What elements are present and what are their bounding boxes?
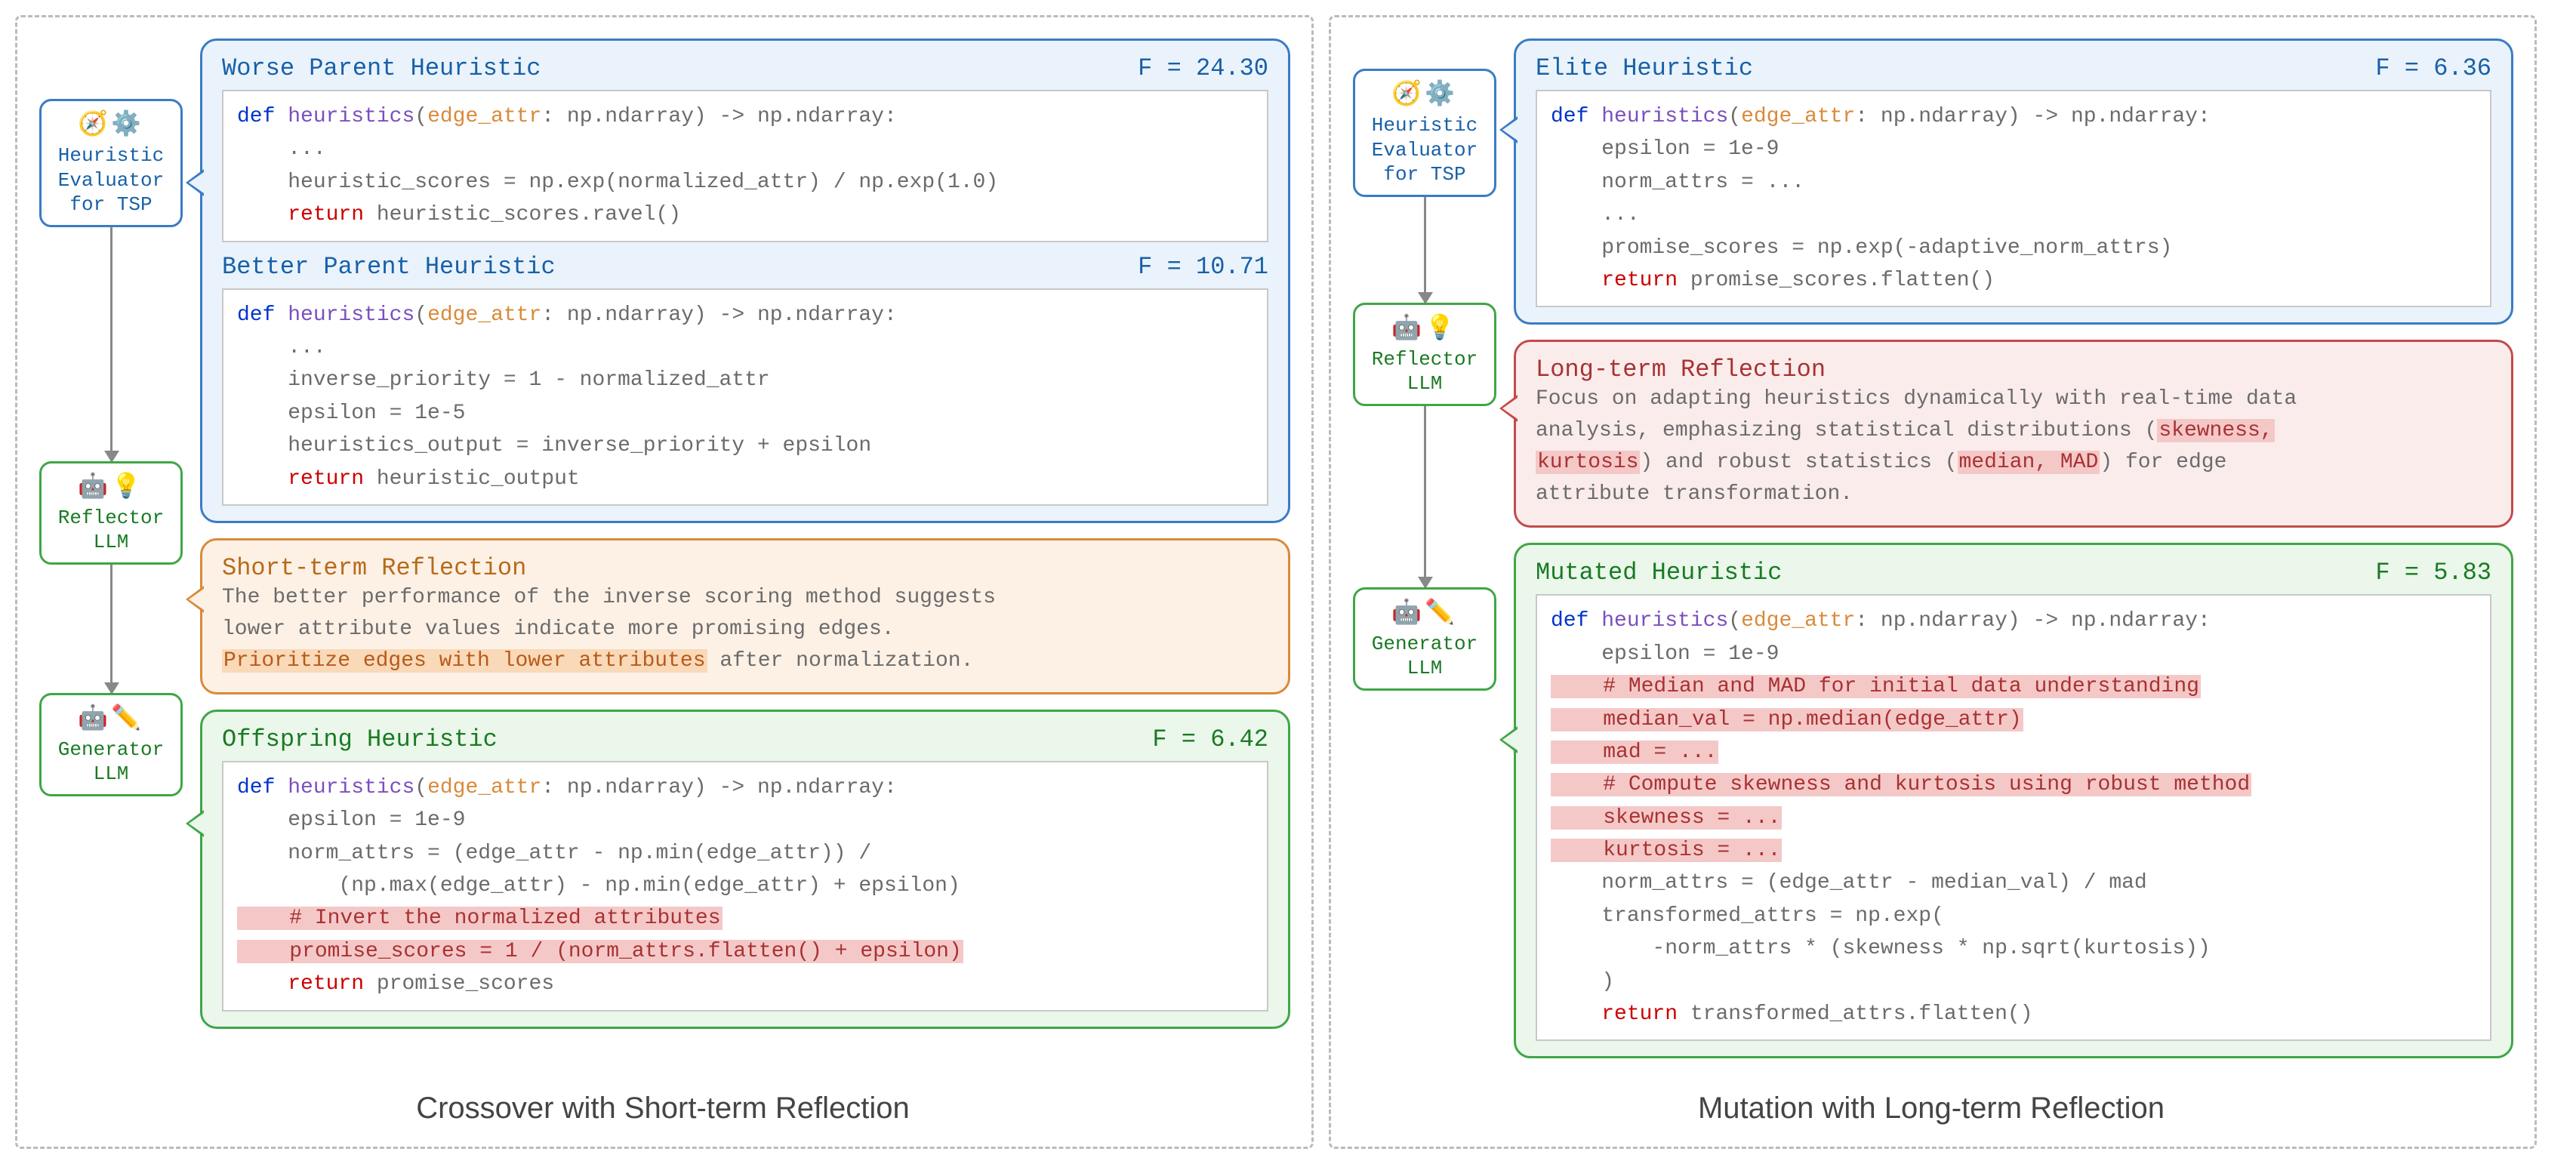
worse-parent-title: Worse Parent Heuristic bbox=[222, 54, 541, 82]
evaluator-node: 🧭⚙️ Heuristic Evaluator for TSP bbox=[39, 99, 183, 227]
short-reflection-text: The better performance of the inverse sc… bbox=[222, 582, 1268, 677]
mutated-title: Mutated Heuristic bbox=[1536, 559, 1782, 587]
long-reflection-title: Long-term Reflection bbox=[1536, 356, 2491, 383]
offspring-title: Offspring Heuristic bbox=[222, 725, 498, 753]
long-term-reflection-card: Long-term Reflection Focus on adapting h… bbox=[1514, 340, 2513, 528]
elite-card: Elite Heuristic F = 6.36 def heuristics(… bbox=[1514, 38, 2513, 325]
arrow-down-icon bbox=[110, 227, 112, 461]
offspring-card: Offspring Heuristic F = 6.42 def heurist… bbox=[200, 710, 1290, 1029]
robot-bulb-icon: 🤖💡 bbox=[49, 473, 173, 503]
mutated-code: def heuristics(edge_attr: np.ndarray) ->… bbox=[1536, 594, 2491, 1041]
speech-tail-icon bbox=[1499, 395, 1518, 422]
node-label: LLM bbox=[1407, 372, 1443, 395]
elite-code: def heuristics(edge_attr: np.ndarray) ->… bbox=[1536, 90, 2491, 307]
robot-bulb-icon: 🤖💡 bbox=[1363, 314, 1487, 344]
mutation-panel: 🧭⚙️ Heuristic Evaluator for TSP 🤖💡 Refle… bbox=[1329, 15, 2537, 1149]
arrow-down-icon bbox=[1424, 406, 1426, 587]
crossover-body: 🧭⚙️ Heuristic Evaluator for TSP 🤖💡 Refle… bbox=[35, 38, 1290, 1081]
node-label: for TSP bbox=[69, 193, 152, 216]
speech-tail-icon bbox=[1499, 726, 1518, 753]
arrow-down-icon bbox=[1424, 197, 1426, 303]
node-label: for TSP bbox=[1383, 163, 1465, 186]
worse-parent-fscore: F = 24.30 bbox=[1138, 54, 1268, 82]
elite-fscore: F = 6.36 bbox=[2375, 54, 2491, 82]
left-caption: Crossover with Short-term Reflection bbox=[35, 1092, 1290, 1126]
offspring-fscore: F = 6.42 bbox=[1152, 725, 1268, 753]
node-label: Heuristic bbox=[58, 144, 164, 167]
mutation-body: 🧭⚙️ Heuristic Evaluator for TSP 🤖💡 Refle… bbox=[1349, 38, 2513, 1081]
speech-tail-icon bbox=[1499, 116, 1518, 143]
mutated-card: Mutated Heuristic F = 5.83 def heuristic… bbox=[1514, 543, 2513, 1058]
gauge-gear-icon: 🧭⚙️ bbox=[1363, 80, 1487, 110]
crossover-panel: 🧭⚙️ Heuristic Evaluator for TSP 🤖💡 Refle… bbox=[15, 15, 1314, 1149]
speech-tail-icon bbox=[186, 169, 204, 196]
left-nodes-column: 🧭⚙️ Heuristic Evaluator for TSP 🤖💡 Refle… bbox=[35, 38, 186, 1081]
node-label: LLM bbox=[94, 762, 129, 785]
node-label: Heuristic bbox=[1372, 114, 1478, 137]
parents-card: Worse Parent Heuristic F = 24.30 def heu… bbox=[200, 38, 1290, 523]
node-label: LLM bbox=[1407, 657, 1443, 679]
speech-tail-icon bbox=[186, 810, 204, 837]
robot-pencil-icon: 🤖✏️ bbox=[1363, 599, 1487, 629]
elite-title: Elite Heuristic bbox=[1536, 54, 1753, 82]
arrow-down-icon bbox=[110, 565, 112, 693]
generator-node: 🤖✏️ Generator LLM bbox=[39, 693, 183, 796]
mutated-fscore: F = 5.83 bbox=[2375, 559, 2491, 587]
right-nodes-column: 🧭⚙️ Heuristic Evaluator for TSP 🤖💡 Refle… bbox=[1349, 38, 1500, 1081]
gauge-gear-icon: 🧭⚙️ bbox=[49, 110, 173, 140]
node-label: Generator bbox=[1372, 633, 1478, 655]
robot-pencil-icon: 🤖✏️ bbox=[49, 704, 173, 734]
node-label: Evaluator bbox=[58, 169, 164, 192]
left-content-column: Worse Parent Heuristic F = 24.30 def heu… bbox=[200, 38, 1290, 1081]
node-label: LLM bbox=[94, 531, 129, 553]
reflector-node: 🤖💡 Reflector LLM bbox=[39, 461, 183, 565]
short-reflection-title: Short-term Reflection bbox=[222, 554, 1268, 582]
right-content-column: Elite Heuristic F = 6.36 def heuristics(… bbox=[1514, 38, 2513, 1081]
generator-node: 🤖✏️ Generator LLM bbox=[1353, 587, 1496, 691]
node-label: Reflector bbox=[58, 507, 164, 529]
offspring-code: def heuristics(edge_attr: np.ndarray) ->… bbox=[222, 761, 1268, 1012]
right-caption: Mutation with Long-term Reflection bbox=[1349, 1092, 2513, 1126]
long-reflection-text: Focus on adapting heuristics dynamically… bbox=[1536, 383, 2491, 510]
node-label: Reflector bbox=[1372, 348, 1478, 371]
worse-parent-code: def heuristics(edge_attr: np.ndarray) ->… bbox=[222, 90, 1268, 242]
short-term-reflection-card: Short-term Reflection The better perform… bbox=[200, 538, 1290, 694]
reflector-node: 🤖💡 Reflector LLM bbox=[1353, 303, 1496, 406]
node-label: Evaluator bbox=[1372, 139, 1478, 162]
speech-tail-icon bbox=[186, 586, 204, 613]
better-parent-code: def heuristics(edge_attr: np.ndarray) ->… bbox=[222, 288, 1268, 506]
evaluator-node: 🧭⚙️ Heuristic Evaluator for TSP bbox=[1353, 69, 1496, 197]
better-parent-title: Better Parent Heuristic bbox=[222, 253, 556, 281]
better-parent-fscore: F = 10.71 bbox=[1138, 253, 1268, 281]
node-label: Generator bbox=[58, 738, 164, 761]
